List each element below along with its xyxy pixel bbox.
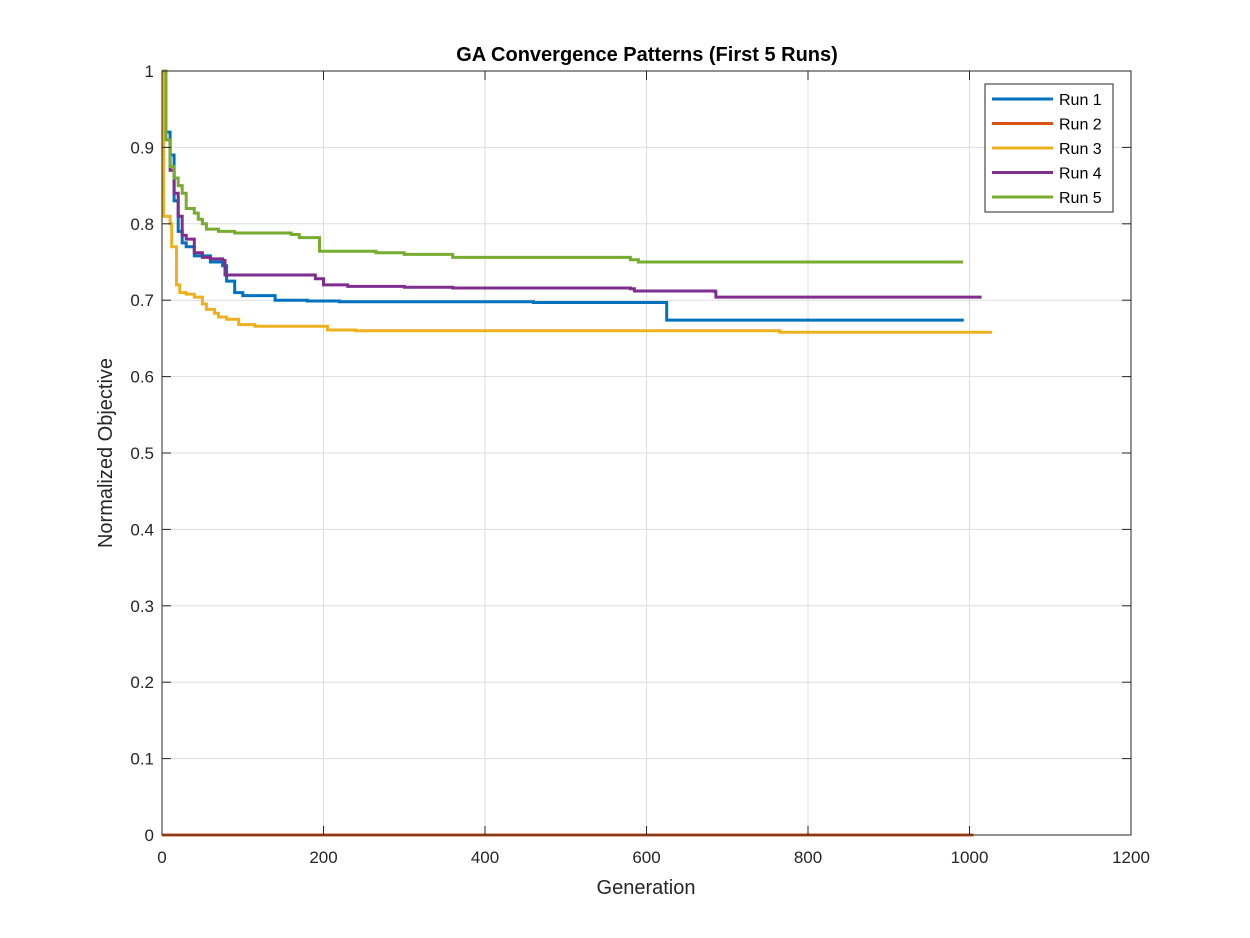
- legend-entry-label: Run 4: [1059, 166, 1102, 183]
- legend-entry-label: Run 2: [1059, 117, 1102, 134]
- x-tick-label: 1000: [951, 848, 989, 867]
- x-tick-label: 1200: [1112, 848, 1150, 867]
- y-tick-label: 1: [145, 62, 154, 81]
- y-tick-label: 0.4: [130, 520, 154, 539]
- y-tick-label: 0.7: [130, 291, 154, 310]
- y-tick-label: 0.5: [130, 444, 154, 463]
- y-tick-label: 0.3: [130, 597, 154, 616]
- x-tick-label: 0: [157, 848, 166, 867]
- series-line-run-4: [162, 69, 982, 299]
- chart-title: GA Convergence Patterns (First 5 Runs): [456, 44, 838, 66]
- x-tick-label: 600: [632, 848, 660, 867]
- y-tick-label: 0.9: [130, 138, 154, 157]
- y-axis-ticks: 0 0.1 0.2 0.3 0.4 0.5 0.6 0.7 0.8 0.9 1: [130, 62, 1131, 845]
- y-tick-label: 0: [145, 826, 154, 845]
- series-line-run-1: [162, 69, 964, 322]
- legend-entry-label: Run 1: [1059, 92, 1102, 109]
- legend-entry-label: Run 3: [1059, 141, 1102, 158]
- x-tick-label: 800: [794, 848, 822, 867]
- y-tick-label: 0.1: [130, 750, 154, 769]
- series-line-run-5: [162, 69, 963, 264]
- y-axis-label: Normalized Objective: [95, 358, 117, 548]
- series-line-run-3: [162, 69, 993, 334]
- x-tick-label: 400: [471, 848, 499, 867]
- y-tick-label: 0.8: [130, 215, 154, 234]
- legend-entry-label: Run 5: [1059, 190, 1102, 207]
- y-tick-label: 0.6: [130, 368, 154, 387]
- y-tick-label: 0.2: [130, 673, 154, 692]
- x-tick-label: 200: [309, 848, 337, 867]
- x-axis-ticks: 0 200 400 600 800 1000 1200: [157, 71, 1150, 867]
- legend: Run 1 Run 2 Run 3 Run 4 Run 5: [984, 83, 1114, 213]
- x-axis-label: Generation: [597, 877, 696, 899]
